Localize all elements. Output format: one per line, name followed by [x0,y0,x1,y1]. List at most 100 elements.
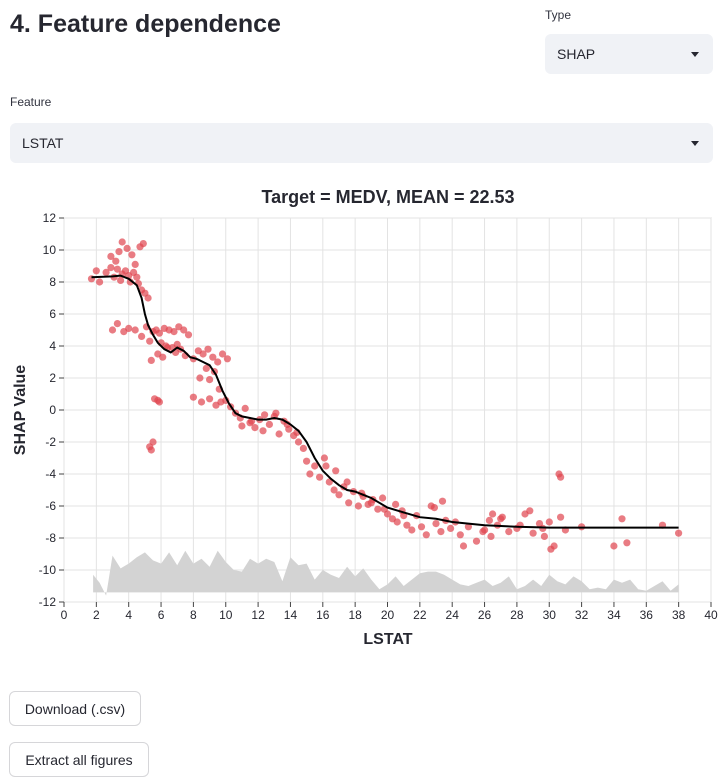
scatter-point [118,238,126,246]
feature-select-value: LSTAT [22,135,64,151]
scatter-point [180,326,188,334]
x-axis-ticks: 0 2 4 6 8 10 12 14 16 18 20 22 24 26 28 30 32 34 36 38 40 [61,602,718,622]
density-area [93,550,679,596]
scatter-point [113,265,121,273]
scatter-point [485,516,493,524]
y-tick-label: 12 [43,211,57,225]
scatter-point [623,539,631,547]
scatter-point [367,499,375,507]
scatter-point [241,404,249,412]
scatter-point [417,523,426,531]
x-tick-label: 20 [381,608,395,622]
scatter-point [330,486,338,494]
scatter-point [199,350,207,358]
scatter-point [155,329,163,337]
x-tick-label: 36 [640,608,654,622]
scatter-point [618,515,626,523]
scatter-point [374,505,382,513]
extract-figures-button[interactable]: Extract all figures [9,742,149,777]
feature-select[interactable]: LSTAT [10,123,713,163]
scatter-point [107,252,115,260]
y-tick-label: -2 [45,435,56,449]
scatter-point [430,504,438,512]
x-tick-label: 18 [348,608,362,622]
scatter-point [529,529,537,537]
x-tick-label: 8 [190,608,197,622]
y-axis-ticks: -12 -10 -8 -6 -4 -2 0 2 4 6 8 10 12 [39,211,64,609]
download-csv-button[interactable]: Download (.csv) [9,691,141,726]
scatter-point [545,518,553,526]
x-tick-label: 28 [510,608,524,622]
type-label: Type [545,8,572,22]
scatter-point [112,257,120,265]
scatter-point [214,358,222,366]
scatter-point [202,364,210,372]
scatter-point [131,326,139,334]
x-tick-label: 26 [478,608,492,622]
scatter-point [173,340,181,348]
scatter-point [272,409,280,417]
scatter-point [138,332,146,340]
scatter-point [311,462,319,470]
scatter-point [218,350,227,358]
scatter-point [459,542,468,550]
scatter-point [131,260,139,268]
chevron-down-icon [691,141,699,146]
scatter-point [251,424,259,432]
scatter-point [322,462,330,470]
scatter-point [155,398,163,406]
y-tick-label: -4 [45,467,56,481]
trend-line [91,274,679,529]
scatter-point [354,502,362,510]
y-tick-label: 10 [43,243,57,257]
scatter-point [170,328,178,336]
scatter-point [159,353,167,361]
trend-layer [91,274,679,529]
scatter-point [505,528,513,536]
type-select[interactable]: SHAP [545,34,713,74]
scatter-point [408,526,416,534]
scatter-point [540,532,549,540]
scatter-point [335,491,343,499]
scatter-point [206,376,214,384]
scatter-point [107,264,115,272]
feature-dependence-chart: Target = MEDV, MEAN = 22.53 0 2 4 6 8 10 12 14 1… [12,187,718,648]
x-tick-label: 22 [413,608,427,622]
x-tick-label: 32 [575,608,589,622]
scatter-point [526,507,534,515]
x-tick-label: 10 [219,608,233,622]
chevron-down-icon [691,52,699,57]
scatter-point [320,454,328,462]
scatter-point [422,531,430,539]
x-tick-label: 6 [158,608,165,622]
page-title: 4. Feature dependence [10,10,281,38]
scatter-point [209,353,217,361]
x-tick-label: 0 [61,608,68,622]
x-tick-label: 34 [607,608,621,622]
x-tick-label: 24 [446,608,460,622]
scatter-point [345,499,353,507]
scatter-point [393,518,401,526]
scatter-point [125,324,133,332]
scatter-point [557,513,565,521]
scatter-point [675,529,683,537]
scatter-point [557,473,565,481]
scatter-point [102,268,110,276]
scatter-point [479,528,487,536]
type-select-value: SHAP [557,46,596,62]
x-tick-label: 38 [672,608,686,622]
x-tick-label: 4 [125,608,132,622]
scatter-point [147,356,155,364]
y-tick-label: 2 [49,371,56,385]
scatter-point [206,395,214,403]
scatter-point [196,374,204,382]
scatter-point [343,478,351,486]
scatter-point [447,524,455,532]
scatter-point [497,515,505,523]
scatter-point [265,420,273,428]
y-tick-label: -10 [39,563,57,577]
scatter-point [123,244,131,252]
y-tick-label: 8 [49,275,56,289]
scatter-point [547,545,555,553]
scatter-point [113,320,121,328]
